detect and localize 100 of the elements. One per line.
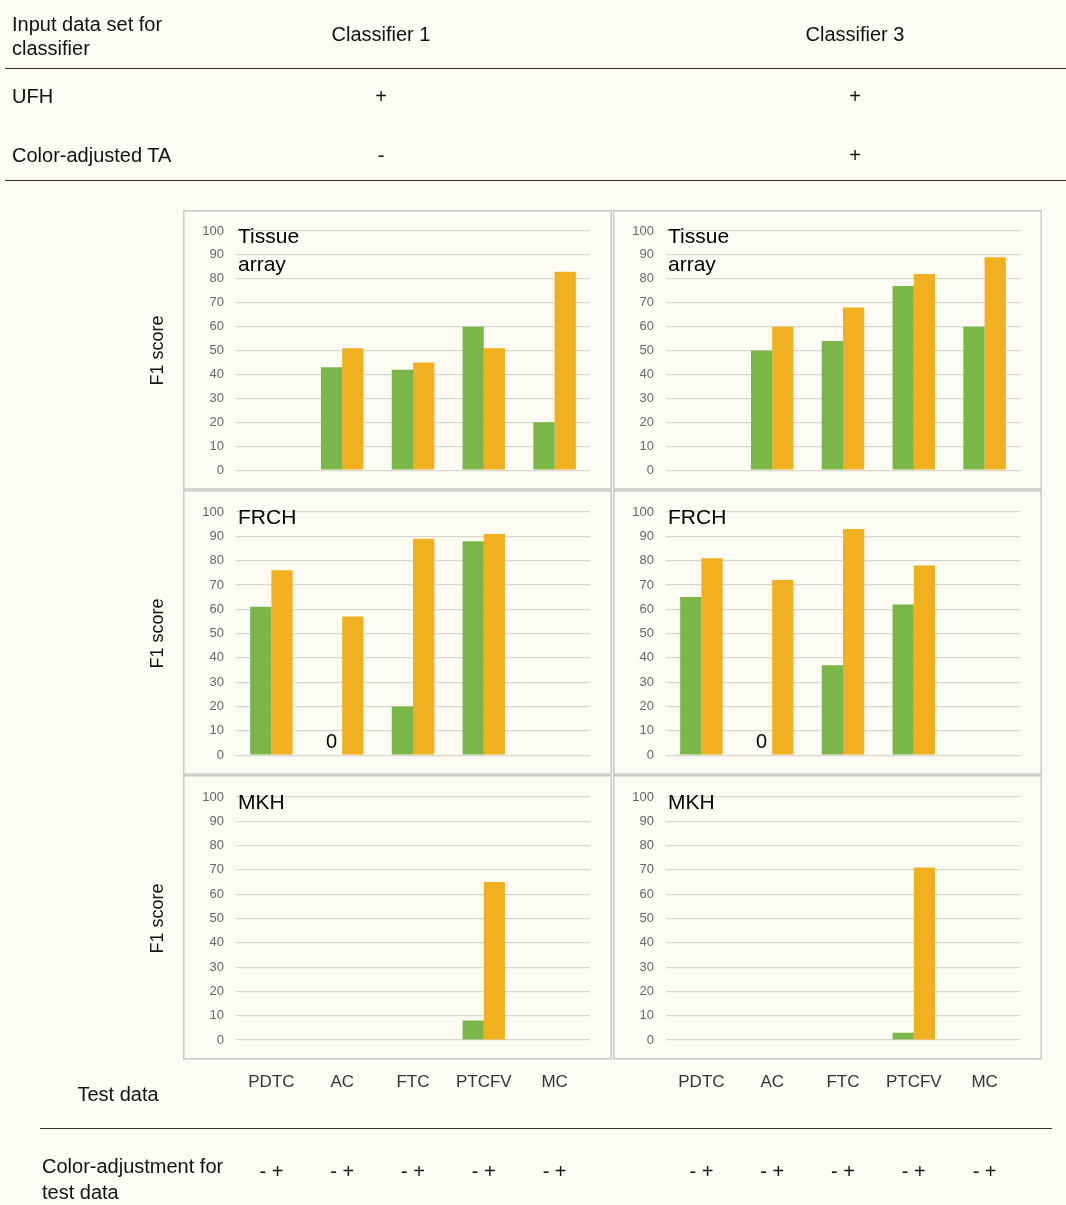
x-tick-label: AC — [760, 1071, 785, 1091]
y-tick-label: 90 — [209, 527, 224, 543]
bar — [413, 362, 435, 470]
y-tick-label: 60 — [639, 885, 654, 901]
chart-title: Tissue array — [238, 224, 300, 276]
y-tick-label: 80 — [639, 552, 654, 568]
bar — [391, 706, 413, 755]
y-tick-label: 100 — [632, 222, 654, 238]
text: - + — [689, 1159, 714, 1182]
y-tick-label: 0 — [646, 1031, 654, 1047]
y-tick-label: 40 — [209, 649, 224, 665]
bar — [413, 538, 435, 755]
y-tick-label: 20 — [209, 982, 224, 998]
y-tick-label: 80 — [209, 552, 224, 568]
y-tick-label: 60 — [209, 318, 224, 334]
text: - — [376, 143, 386, 167]
bar — [772, 326, 794, 470]
y-tick-label: 80 — [639, 837, 654, 853]
y-axis-title: F1 score — [146, 598, 167, 669]
chart-title: FRCH — [668, 505, 727, 529]
x-tick-label: AC — [330, 1071, 355, 1091]
y-tick-label: 30 — [639, 673, 654, 689]
y-tick-label: 90 — [639, 527, 654, 543]
y-tick-label: 50 — [639, 342, 654, 358]
y-tick-label: 100 — [202, 503, 224, 519]
y-tick-label: 60 — [209, 600, 224, 616]
y-tick-label: 0 — [646, 746, 654, 762]
data-label: 0 — [326, 729, 338, 752]
bar — [271, 570, 293, 755]
text: - + — [901, 1159, 926, 1182]
bar — [483, 348, 506, 470]
x-tick-label: PTCFV — [885, 1071, 943, 1091]
y-tick-label: 20 — [209, 698, 224, 714]
x-tick-label: PDTC — [678, 1071, 725, 1091]
y-tick-label: 30 — [639, 958, 654, 974]
bar — [342, 348, 364, 470]
y-tick-label: 10 — [639, 722, 654, 738]
text: - + — [401, 1159, 425, 1182]
y-tick-label: 100 — [632, 503, 654, 519]
y-tick-label: 20 — [639, 698, 654, 714]
text: - + — [542, 1159, 567, 1182]
text: Color-adjusted TA — [12, 143, 173, 167]
bar — [892, 604, 914, 755]
bar — [462, 326, 484, 470]
chart-title: FRCH — [238, 505, 297, 529]
y-tick-label: 40 — [639, 934, 654, 950]
text: Classifier 3 — [804, 22, 906, 46]
y-tick-label: 70 — [639, 294, 654, 310]
text: Color-adjustment for test data — [42, 1154, 224, 1203]
chart-title: MKH — [238, 790, 285, 814]
bar — [963, 326, 985, 470]
bar — [701, 558, 723, 755]
bar — [892, 286, 914, 470]
y-tick-label: 60 — [639, 600, 654, 616]
x-tick-label: MC — [971, 1071, 998, 1091]
y-tick-label: 10 — [209, 437, 224, 453]
bar — [483, 533, 506, 755]
y-tick-label: 30 — [209, 673, 224, 689]
y-tick-label: 30 — [209, 390, 224, 406]
y-tick-label: 50 — [639, 625, 654, 641]
y-tick-label: 40 — [639, 366, 654, 382]
x-tick-label: FTC — [396, 1071, 430, 1091]
y-tick-label: 70 — [209, 294, 224, 310]
x-tick-label: PTCFV — [455, 1071, 513, 1091]
x-tick-label: PDTC — [248, 1071, 295, 1091]
text: - + — [471, 1159, 496, 1182]
text: - + — [760, 1159, 785, 1182]
y-tick-label: 20 — [209, 413, 224, 429]
bar — [913, 565, 936, 755]
y-tick-label: 90 — [639, 812, 654, 828]
text: + — [848, 84, 862, 108]
y-tick-label: 90 — [209, 812, 224, 828]
y-tick-label: 80 — [639, 270, 654, 286]
bar — [984, 257, 1006, 470]
y-tick-label: 0 — [216, 1031, 224, 1047]
y-tick-label: 90 — [639, 246, 654, 262]
bar — [342, 616, 364, 755]
bar — [821, 341, 843, 470]
x-tick-label: MC — [541, 1071, 568, 1091]
bar — [843, 529, 865, 755]
text: - + — [259, 1159, 284, 1182]
y-tick-label: 30 — [209, 958, 224, 974]
y-tick-label: 70 — [639, 861, 654, 877]
bar — [680, 597, 702, 755]
y-tick-label: 100 — [202, 222, 224, 238]
y-tick-label: 10 — [209, 722, 224, 738]
y-tick-label: 100 — [202, 788, 224, 804]
y-tick-label: 80 — [209, 270, 224, 286]
x-tick-label: FTC — [826, 1071, 860, 1091]
y-tick-label: 0 — [646, 461, 654, 477]
bar — [462, 541, 484, 755]
y-tick-label: 70 — [209, 576, 224, 592]
y-tick-label: 40 — [209, 366, 224, 382]
bar — [913, 274, 936, 470]
bar — [250, 606, 272, 755]
y-tick-label: 40 — [209, 934, 224, 950]
y-tick-label: 90 — [209, 246, 224, 262]
text: - + — [330, 1159, 355, 1182]
y-tick-label: 80 — [209, 837, 224, 853]
text: - + — [972, 1159, 997, 1182]
